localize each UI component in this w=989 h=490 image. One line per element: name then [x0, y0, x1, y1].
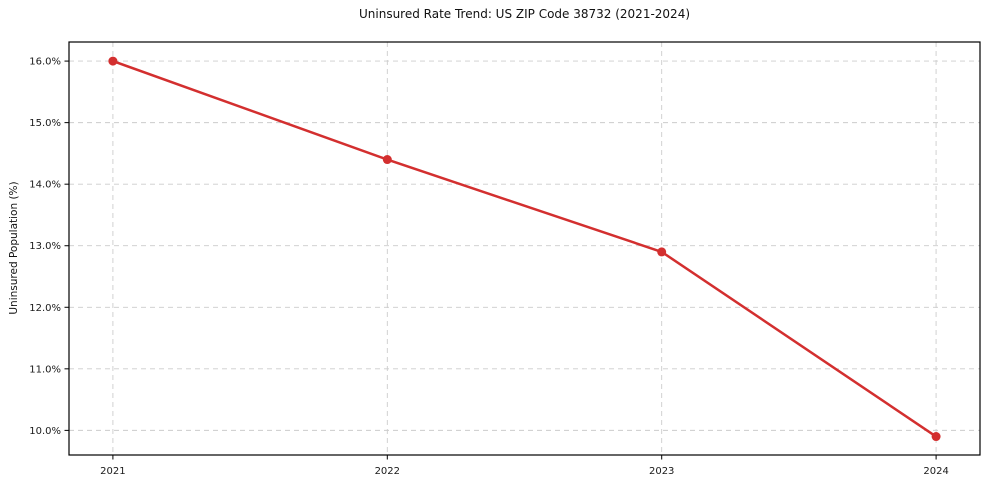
data-point-marker [382, 155, 392, 165]
x-tick-label: 2023 [649, 466, 674, 477]
y-tick-label: 16.0% [29, 57, 61, 68]
x-tick-label: 2021 [100, 466, 125, 477]
x-tick-label: 2022 [375, 466, 400, 477]
y-tick-label: 14.0% [29, 180, 61, 191]
data-point-marker [108, 56, 118, 66]
y-tick-label: 11.0% [29, 364, 61, 375]
x-tick-label: 2024 [923, 466, 948, 477]
data-point-marker [657, 247, 667, 257]
y-tick-label: 10.0% [29, 426, 61, 437]
chart-title: Uninsured Rate Trend: US ZIP Code 38732 … [358, 7, 691, 21]
y-tick-label: 15.0% [29, 118, 61, 129]
y-tick-label: 13.0% [29, 241, 61, 252]
data-point-marker [931, 432, 941, 442]
trend-line [111, 59, 938, 438]
y-tick-label: 12.0% [29, 303, 61, 314]
plot-frame [68, 41, 981, 456]
